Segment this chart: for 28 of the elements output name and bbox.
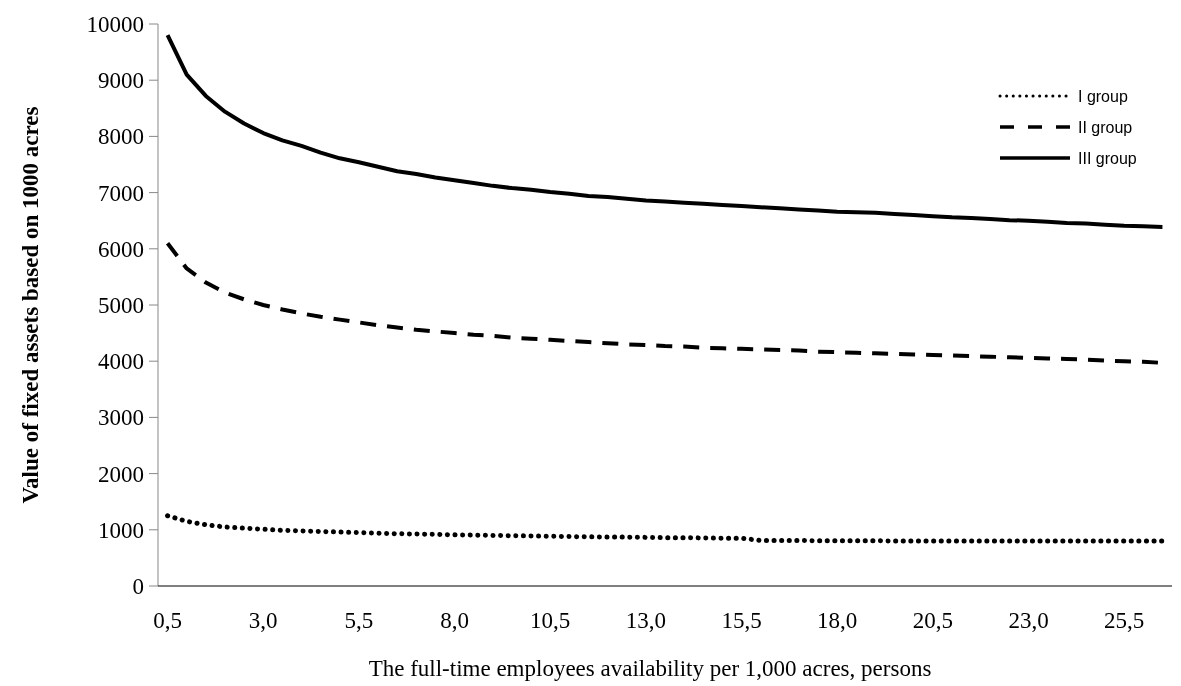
legend-label: III group (1078, 149, 1137, 167)
y-tick-label: 5000 (98, 293, 144, 319)
legend-label: II group (1078, 118, 1133, 136)
y-tick-label: 3000 (98, 405, 144, 431)
x-tick-label: 5,5 (344, 608, 374, 633)
y-tick-label: 8000 (98, 124, 144, 150)
y-axis-title: Value of fixed assets based on 1000 acres (18, 106, 43, 504)
y-tick-label: 4000 (98, 349, 144, 375)
x-tick-label: 0,5 (153, 608, 182, 633)
x-tick-label: 25,5 (1104, 608, 1145, 633)
legend-label: I group (1078, 87, 1128, 105)
x-tick-label: 13,0 (625, 608, 666, 633)
y-tick-label: 7000 (98, 180, 144, 206)
y-tick-label: 9000 (98, 68, 144, 94)
line-series (165, 33, 1165, 229)
x-tick-label: 23,0 (1008, 608, 1049, 633)
x-tick-label: 18,0 (817, 608, 858, 633)
y-tick-label: 10000 (86, 12, 144, 38)
x-tick-label: 3,0 (248, 608, 278, 633)
y-tick-label: 1000 (98, 517, 144, 543)
y-tick-label: 2000 (98, 461, 144, 487)
x-axis-title: The full-time employees availability per 1,000 acres, persons (368, 656, 932, 681)
x-tick-label: 15,5 (721, 608, 762, 633)
y-tick-label: 0 (132, 574, 144, 600)
x-tick-label: 8,0 (440, 608, 469, 633)
x-tick-label: 10,5 (530, 608, 571, 633)
y-tick-label: 6000 (98, 236, 144, 262)
x-tick-label: 20,5 (912, 608, 953, 633)
